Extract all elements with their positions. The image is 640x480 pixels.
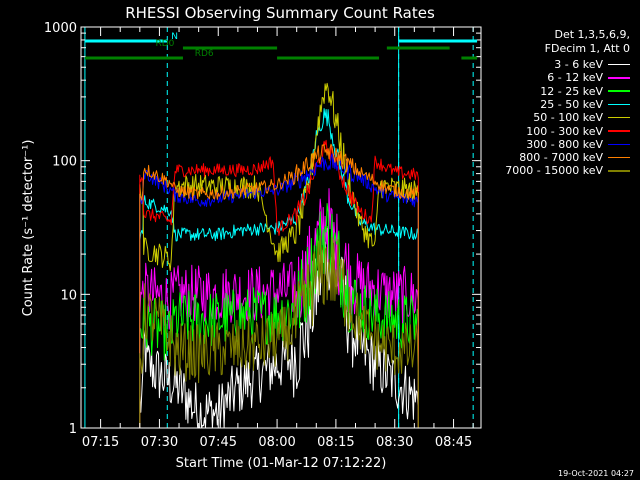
state-bar-label: RD6: [195, 49, 214, 59]
y-axis-label: Count Rate (s⁻¹ detector⁻¹): [21, 140, 36, 317]
legend-label: 50 - 100 keV: [533, 111, 603, 125]
x-tick-label: 07:30: [141, 435, 178, 450]
state-bar-label: RD0: [156, 39, 175, 49]
legend-label: 7000 - 15000 keV: [505, 164, 603, 178]
chart-title: RHESSI Observing Summary Count Rates: [125, 4, 435, 22]
series-line: [139, 143, 419, 428]
legend-entry: 50 - 100 keV: [533, 111, 630, 124]
series-line: [139, 188, 419, 428]
legend-label: 300 - 800 keV: [526, 137, 603, 151]
series-line: [139, 235, 419, 428]
y-tick-label: 1: [69, 422, 77, 437]
x-tick-label: 08:30: [376, 435, 413, 450]
series-line: [139, 225, 419, 428]
legend-header-1: Det 1,3,5,6,9,: [554, 28, 630, 41]
legend-swatch: [608, 156, 630, 159]
legend-entry: 800 - 7000 keV: [519, 151, 630, 164]
plot-frame: [80, 26, 482, 429]
x-tick-label: 07:45: [200, 435, 237, 450]
legend-label: 25 - 50 keV: [540, 97, 603, 111]
legend-entry: 100 - 300 keV: [526, 125, 630, 138]
legend-swatch: [608, 90, 630, 92]
legend-label: 100 - 300 keV: [526, 124, 603, 138]
legend-entry: 3 - 6 keV: [554, 58, 630, 71]
x-tick-label: 08:15: [317, 435, 354, 450]
y-tick-label: 10: [60, 288, 77, 303]
x-axis-label: Start Time (01-Mar-12 07:12:22): [176, 456, 387, 471]
legend-swatch: [608, 170, 630, 172]
legend-swatch: [608, 103, 630, 106]
legend-swatch: [608, 116, 630, 119]
legend-label: 3 - 6 keV: [554, 58, 603, 71]
series-line: [139, 108, 419, 428]
timestamp: 19-Oct-2021 04:27: [558, 469, 634, 478]
y-tick-label: 1000: [44, 21, 77, 36]
legend-entry: 25 - 50 keV: [540, 98, 630, 111]
legend-entry: 7000 - 15000 keV: [505, 164, 630, 177]
legend-label: 800 - 7000 keV: [519, 151, 603, 165]
state-bar-label: N: [171, 32, 178, 42]
legend-entry: 300 - 800 keV: [526, 138, 630, 151]
legend-entry: 12 - 25 keV: [540, 85, 630, 98]
legend-label: 12 - 25 keV: [540, 84, 603, 98]
legend-swatch: [608, 130, 630, 132]
series-line: [139, 139, 419, 428]
x-tick-label: 07:15: [82, 435, 119, 450]
x-tick-label: 08:45: [435, 435, 472, 450]
legend-swatch: [608, 63, 630, 66]
series-line: [139, 153, 419, 428]
series-line: [139, 203, 419, 428]
legend-header-2: FDecim 1, Att 0: [544, 42, 630, 55]
legend-label: 6 - 12 keV: [547, 71, 603, 85]
legend-swatch: [608, 143, 630, 146]
legend-swatch: [608, 77, 630, 79]
legend-entry: 6 - 12 keV: [547, 71, 630, 84]
x-tick-label: 08:00: [258, 435, 295, 450]
y-tick-label: 100: [52, 155, 77, 170]
